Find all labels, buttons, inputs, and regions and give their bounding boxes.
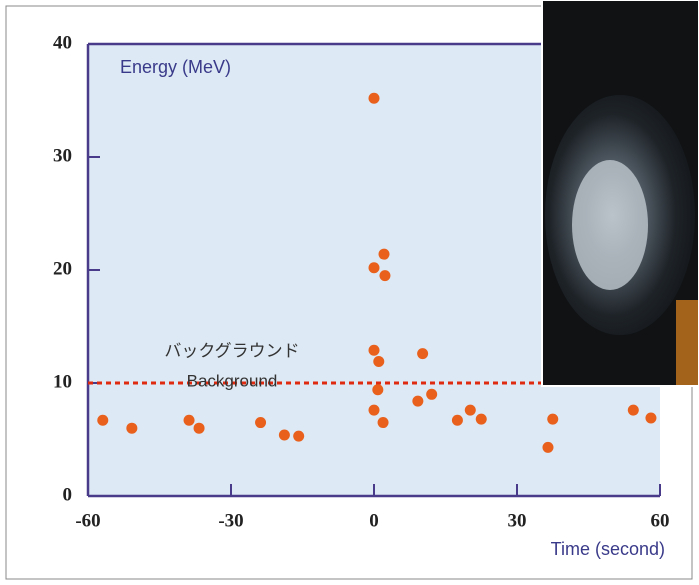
x-tick-label: 0 bbox=[369, 510, 379, 531]
point bbox=[378, 417, 389, 428]
point bbox=[126, 423, 137, 434]
point bbox=[184, 415, 195, 426]
point bbox=[379, 249, 390, 260]
point bbox=[372, 384, 383, 395]
point bbox=[373, 356, 384, 367]
point bbox=[412, 396, 423, 407]
point bbox=[476, 414, 487, 425]
point bbox=[194, 423, 205, 434]
point bbox=[369, 345, 380, 356]
photo bbox=[542, 0, 699, 386]
point bbox=[279, 429, 290, 440]
y-tick-label: 20 bbox=[53, 258, 72, 279]
point bbox=[379, 270, 390, 281]
y-axis-label: Energy (MeV) bbox=[120, 57, 231, 77]
chart: 0 10 20 30 40 -60 -30 0 30 60 Energy (MeV) Time (… bbox=[0, 0, 699, 585]
point bbox=[369, 262, 380, 273]
point bbox=[465, 405, 476, 416]
x-tick-label: 60 bbox=[651, 510, 670, 531]
point bbox=[645, 413, 656, 424]
y-tick-label: 40 bbox=[53, 32, 72, 53]
point bbox=[542, 442, 553, 453]
annotation: バックグラウンド bbox=[164, 341, 299, 360]
point bbox=[97, 415, 108, 426]
point bbox=[628, 405, 639, 416]
annotation: Background bbox=[187, 371, 278, 390]
y-tick-label: 0 bbox=[63, 484, 73, 505]
x-tick-label: 30 bbox=[508, 510, 527, 531]
point bbox=[426, 389, 437, 400]
point bbox=[369, 405, 380, 416]
point bbox=[255, 417, 266, 428]
y-tick-label: 10 bbox=[53, 371, 72, 392]
point bbox=[293, 431, 304, 442]
x-tick-label: -30 bbox=[218, 510, 243, 531]
point bbox=[452, 415, 463, 426]
point bbox=[547, 414, 558, 425]
x-tick-label: -60 bbox=[75, 510, 100, 531]
x-axis-label: Time (second) bbox=[551, 539, 665, 559]
point bbox=[417, 348, 428, 359]
point bbox=[369, 93, 380, 104]
y-tick-label: 30 bbox=[53, 145, 72, 166]
